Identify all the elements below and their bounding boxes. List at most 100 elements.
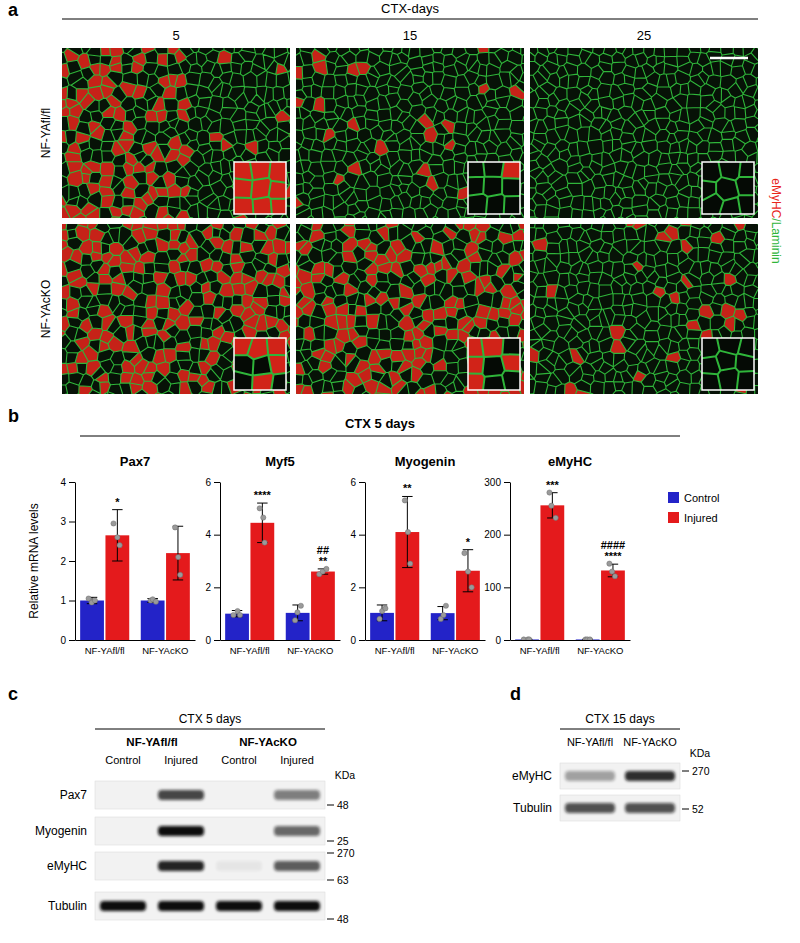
- blot-strip: [95, 817, 325, 845]
- laminin-mesh: [530, 224, 758, 394]
- inset-bg: [468, 338, 520, 390]
- error-cap: [463, 591, 473, 592]
- replicate-point: [609, 569, 614, 574]
- laminin-mesh: [62, 224, 290, 394]
- blot-band: [274, 790, 320, 800]
- tick-label: 2: [60, 556, 66, 567]
- tick-mark: [214, 640, 220, 641]
- error-cap: [112, 561, 122, 562]
- blot-band: [625, 803, 675, 813]
- marker-label: 63: [337, 874, 349, 886]
- replicate-point: [443, 603, 448, 608]
- column-label: 5: [172, 28, 179, 43]
- tick-label: 2: [205, 582, 211, 593]
- category-label: NF-YAfl/fl: [520, 645, 560, 656]
- stain-part: /Laminin: [769, 218, 783, 263]
- row-label: Pax7: [60, 788, 88, 802]
- tick-mark: [69, 482, 75, 483]
- blot-strip: [95, 892, 325, 920]
- replicate-point: [324, 566, 329, 571]
- significance-label: **: [319, 555, 328, 567]
- chart-title: Pax7: [120, 454, 150, 469]
- significance-label: ****: [254, 489, 272, 501]
- tick-mark: [504, 535, 510, 536]
- bar: [540, 505, 564, 640]
- y-axis: 0246: [350, 477, 365, 646]
- axis-line: [221, 640, 341, 641]
- tick-label: 4: [60, 477, 66, 488]
- category-label: NF-YAfl/fl: [375, 645, 415, 656]
- x-axis: NF-YAfl/flNF-YAcKO: [221, 640, 341, 656]
- row-label: Tubulin: [513, 801, 552, 815]
- blot-band: [158, 861, 204, 871]
- row-label: Tubulin: [48, 899, 87, 913]
- bar: [225, 614, 249, 640]
- error-cap: [402, 567, 412, 568]
- inset-border: [702, 162, 754, 214]
- tick: NF-YAfl/fl: [375, 640, 415, 656]
- error-cap: [173, 579, 183, 580]
- blot-band: [625, 771, 675, 781]
- group-label: NF-YAfl/fl: [126, 736, 177, 748]
- header-line: [560, 729, 680, 730]
- legend-swatch: [668, 492, 679, 503]
- micrograph: [62, 48, 290, 218]
- inset-mesh: [234, 162, 286, 214]
- replicate-point: [262, 540, 267, 545]
- marker-tick: [327, 853, 334, 854]
- blot-strip: [560, 795, 680, 821]
- blot-band: [216, 861, 262, 871]
- blot-band: [274, 861, 320, 871]
- tick: NF-YAfl/fl: [85, 640, 125, 656]
- tick-label: 0: [205, 635, 211, 646]
- row-label: eMyHC: [512, 769, 552, 783]
- marker-label: 52: [692, 803, 704, 815]
- axis-line: [220, 483, 221, 641]
- chart-title: Myf5: [265, 454, 295, 469]
- tick: NF-YAcKO: [142, 640, 188, 656]
- replicate-point: [295, 610, 300, 615]
- tick: 2: [205, 582, 220, 593]
- replicate-point: [607, 561, 612, 566]
- blot-band: [100, 901, 146, 911]
- tick: 2: [60, 556, 75, 567]
- figure: aCTX-days51525NF-YAfl/flNF-YAcKOeMyHC/La…: [0, 0, 800, 943]
- replicate-point: [298, 603, 303, 608]
- micrograph-bg: [296, 48, 524, 218]
- tick-label: 100: [484, 582, 501, 593]
- lane-label: Injured: [164, 754, 198, 766]
- inset-border: [468, 338, 520, 390]
- eMyHC-fibers: [296, 224, 524, 394]
- figure-svg: aCTX-days51525NF-YAfl/flNF-YAcKOeMyHC/La…: [0, 0, 800, 943]
- unit-label: KDa: [690, 747, 711, 759]
- micrograph: [62, 224, 290, 394]
- replicate-point: [405, 529, 410, 534]
- tick: 1: [60, 595, 75, 606]
- header-line: [62, 19, 758, 20]
- inset-fibers: [234, 338, 286, 390]
- panel-label: d: [510, 684, 521, 704]
- bar-chart: Pax701234NF-YAfl/flNF-YAcKO*: [60, 454, 195, 656]
- eMyHC-fibers: [62, 48, 290, 218]
- tick: 0: [350, 635, 365, 646]
- marker-label: 270: [337, 847, 355, 859]
- tick-mark: [504, 587, 510, 588]
- inset-bg: [234, 162, 286, 214]
- tick-mark: [359, 640, 365, 641]
- laminin-mesh: [530, 48, 758, 218]
- column-label: 25: [637, 28, 651, 43]
- y-axis: 0100200300: [484, 477, 510, 646]
- tick-label: 3: [60, 516, 66, 527]
- marker-tick: [327, 919, 334, 920]
- replicate-point: [92, 598, 97, 603]
- error-cap: [257, 503, 267, 504]
- tick: 3: [60, 516, 75, 527]
- panel-b: bCTX 5 daysRelative mRNA levelsPax701234…: [8, 406, 719, 656]
- micrograph: [530, 224, 758, 394]
- significance-label: **: [403, 482, 412, 494]
- significance-label: *: [466, 536, 471, 548]
- error-bar: [173, 526, 183, 580]
- replicate-point: [111, 521, 116, 526]
- error-bar: [112, 510, 122, 561]
- stain-part: eMyHC: [769, 178, 783, 218]
